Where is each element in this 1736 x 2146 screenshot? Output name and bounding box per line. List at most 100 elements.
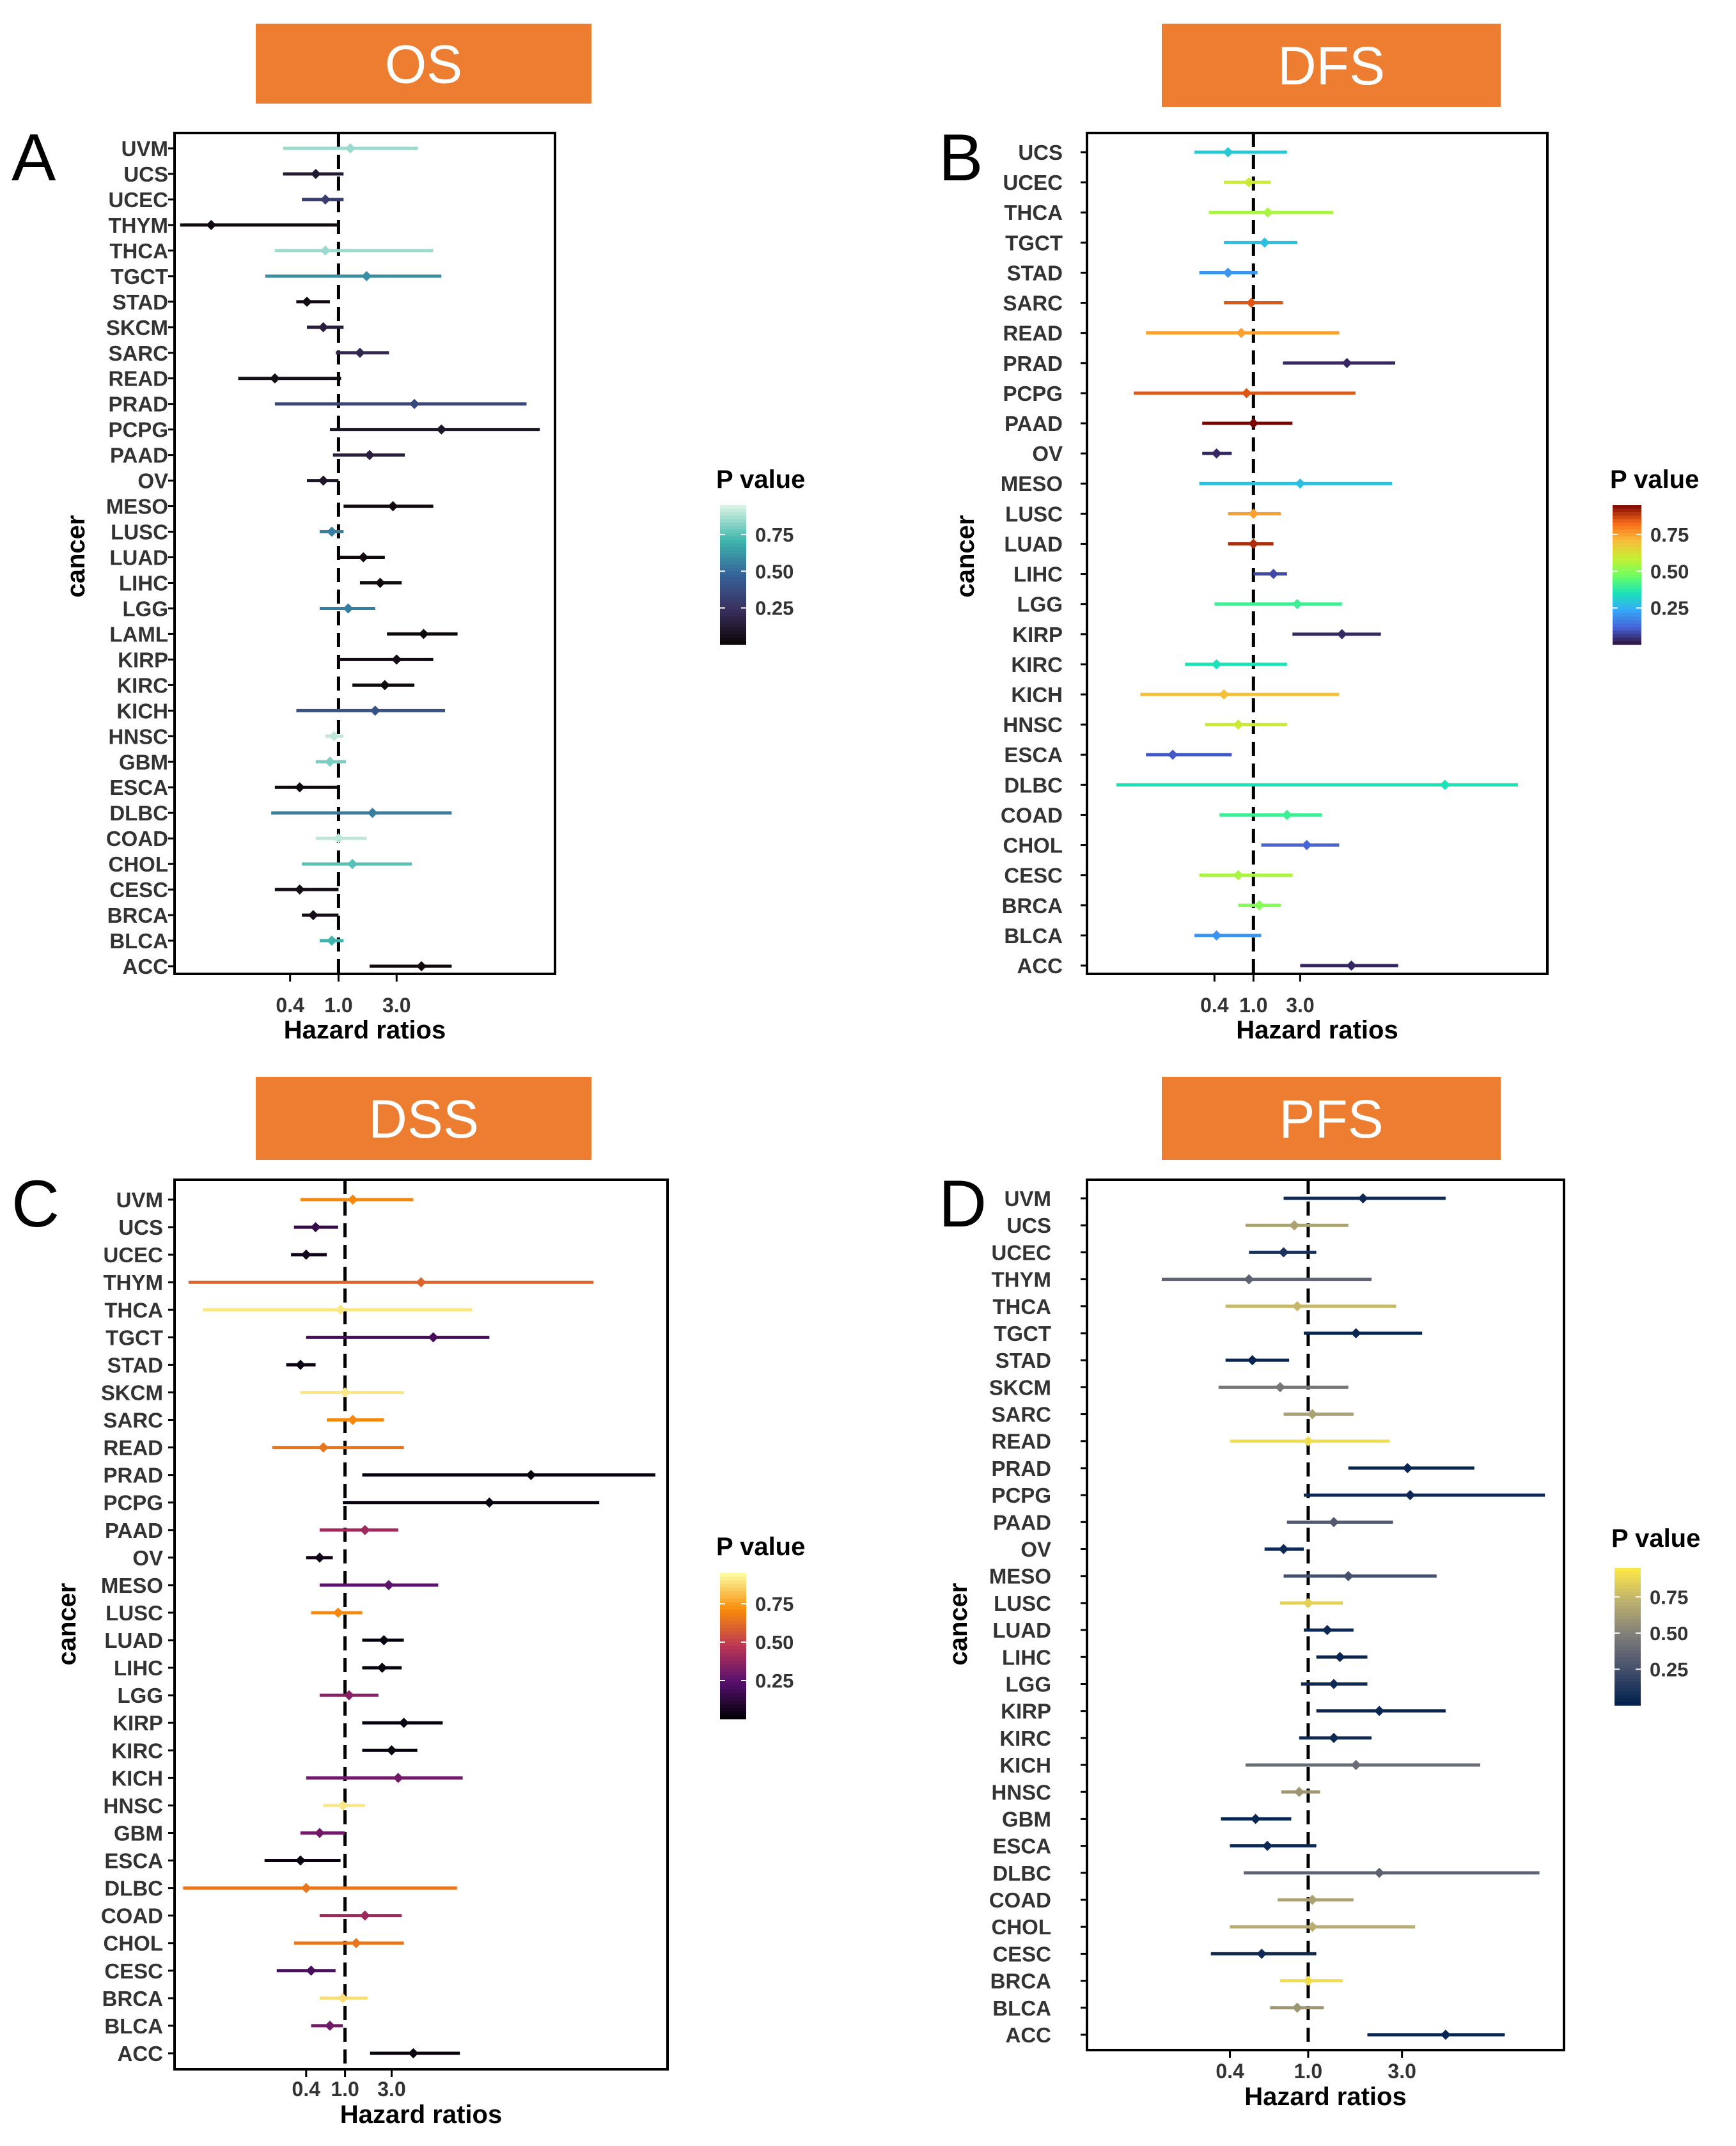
- legend-color-step: [720, 512, 746, 516]
- legend-color-step: [720, 1606, 746, 1610]
- legend-color-step: [720, 561, 746, 565]
- legend-color-step: [720, 602, 746, 607]
- legend-color-step: [1613, 588, 1641, 593]
- x-axis-label: Hazard ratios: [284, 1016, 446, 1044]
- legend-color-step: [720, 581, 746, 586]
- x-tick-label: 3.0: [382, 994, 411, 1017]
- legend-color-step: [720, 613, 746, 617]
- category-label-thym: THYM: [104, 1271, 164, 1294]
- hr-point-uvm: [1357, 1193, 1368, 1203]
- category-label-lusc: LUSC: [994, 1592, 1051, 1615]
- legend-color-step: [1613, 554, 1641, 558]
- legend-color-step: [720, 540, 746, 544]
- hr-point-gbm: [314, 1828, 325, 1838]
- hr-point-kirc: [379, 680, 390, 691]
- panel-title: PFS: [1279, 1089, 1383, 1149]
- hr-point-brca: [1302, 1975, 1313, 1986]
- legend-color-step: [1615, 1661, 1641, 1665]
- legend-color-step: [1615, 1636, 1641, 1641]
- hr-point-luad: [1322, 1625, 1333, 1636]
- category-label-cesc: CESC: [109, 878, 168, 902]
- category-label-kirc: KIRC: [999, 1727, 1051, 1750]
- legend-color-step: [720, 1591, 746, 1595]
- legend-tick-label: 0.75: [755, 1593, 794, 1615]
- hr-point-thca: [1292, 1301, 1302, 1312]
- hr-point-dlbc: [1374, 1867, 1385, 1878]
- y-axis-label: cancer: [53, 1583, 81, 1666]
- category-label-pcpg: PCPG: [1003, 382, 1063, 405]
- legend-color-step: [1615, 1688, 1641, 1693]
- legend-color-step: [1615, 1626, 1641, 1631]
- hr-point-chol: [1301, 840, 1312, 850]
- legend-color-step: [720, 550, 746, 554]
- hr-point-ucec: [1278, 1247, 1289, 1258]
- hr-point-pcpg: [484, 1497, 495, 1508]
- legend-color-step: [720, 508, 746, 513]
- legend-color-step: [1613, 585, 1641, 590]
- hr-point-chol: [351, 1938, 362, 1948]
- hr-point-hnsc: [329, 731, 340, 742]
- hr-point-lgg: [1292, 599, 1302, 609]
- hr-point-kirp: [1336, 629, 1347, 639]
- category-label-gbm: GBM: [119, 750, 168, 774]
- category-label-ucs: UCS: [123, 162, 168, 186]
- category-label-blca: BLCA: [104, 2014, 163, 2038]
- category-label-chol: CHOL: [104, 1932, 164, 1955]
- category-label-acc: ACC: [1017, 954, 1063, 978]
- legend-color-step: [720, 547, 746, 551]
- hr-point-cesc: [294, 884, 305, 895]
- panel-title-banner: [1162, 1077, 1501, 1160]
- legend-color-step: [1613, 634, 1641, 638]
- legend-color-step: [1613, 578, 1641, 583]
- x-tick-label: 0.4: [1200, 994, 1229, 1017]
- legend-color-step: [720, 1610, 746, 1614]
- legend-color-step: [1615, 1640, 1641, 1644]
- category-label-lihc: LIHC: [119, 571, 168, 595]
- legend-color-step: [720, 616, 746, 621]
- hr-point-lgg: [343, 1690, 354, 1701]
- legend-color-step: [1615, 1619, 1641, 1624]
- category-label-sarc: SARC: [1003, 292, 1063, 315]
- category-label-ov: OV: [1020, 1538, 1051, 1562]
- hr-point-blca: [324, 2020, 335, 2031]
- legend-color-step: [1613, 505, 1641, 510]
- legend-color-step: [1613, 512, 1641, 516]
- legend-color-step: [720, 599, 746, 604]
- plot-frame: [1086, 132, 1549, 975]
- legend-tick-label: 0.50: [755, 560, 794, 583]
- legend-color-step: [720, 543, 746, 547]
- hr-point-tgct: [1259, 237, 1270, 248]
- hr-point-kich: [393, 1773, 403, 1783]
- hr-point-lusc: [326, 526, 337, 537]
- hr-point-kirc: [1329, 1732, 1340, 1743]
- pvalue-legend: P value 0.75 0.50 0.25: [716, 1533, 805, 1719]
- category-label-laml: LAML: [109, 622, 168, 646]
- category-label-paad: PAAD: [110, 444, 168, 467]
- y-axis-label: cancer: [944, 1583, 973, 1666]
- legend-color-step: [1613, 529, 1641, 534]
- category-label-lgg: LGG: [1017, 593, 1063, 616]
- category-label-acc: ACC: [123, 955, 169, 978]
- legend-color-step: [1613, 508, 1641, 513]
- hr-point-pcpg: [1241, 388, 1252, 398]
- category-label-cesc: CESC: [992, 1942, 1051, 1966]
- legend-color-step: [1613, 641, 1641, 645]
- legend-color-step: [720, 630, 746, 635]
- category-label-stad: STAD: [996, 1349, 1051, 1372]
- hr-point-coad: [1307, 1895, 1318, 1906]
- legend-tick-label: 0.50: [1650, 560, 1689, 583]
- category-label-paad: PAAD: [993, 1510, 1051, 1534]
- x-tick-label: 3.0: [1286, 994, 1314, 1017]
- category-label-lgg: LGG: [123, 597, 169, 620]
- legend-tick-label: 0.75: [1650, 524, 1689, 546]
- legend-color-step: [720, 634, 746, 638]
- hr-point-lusc: [332, 1607, 343, 1618]
- legend-color-step: [720, 522, 746, 527]
- hr-point-acc: [416, 961, 427, 971]
- legend-tick-label: 0.25: [1650, 1658, 1688, 1680]
- category-label-coad: COAD: [1001, 803, 1063, 827]
- x-tick-label: 1.0: [324, 994, 352, 1017]
- category-label-coad: COAD: [989, 1888, 1051, 1912]
- hr-point-thym: [1244, 1274, 1255, 1285]
